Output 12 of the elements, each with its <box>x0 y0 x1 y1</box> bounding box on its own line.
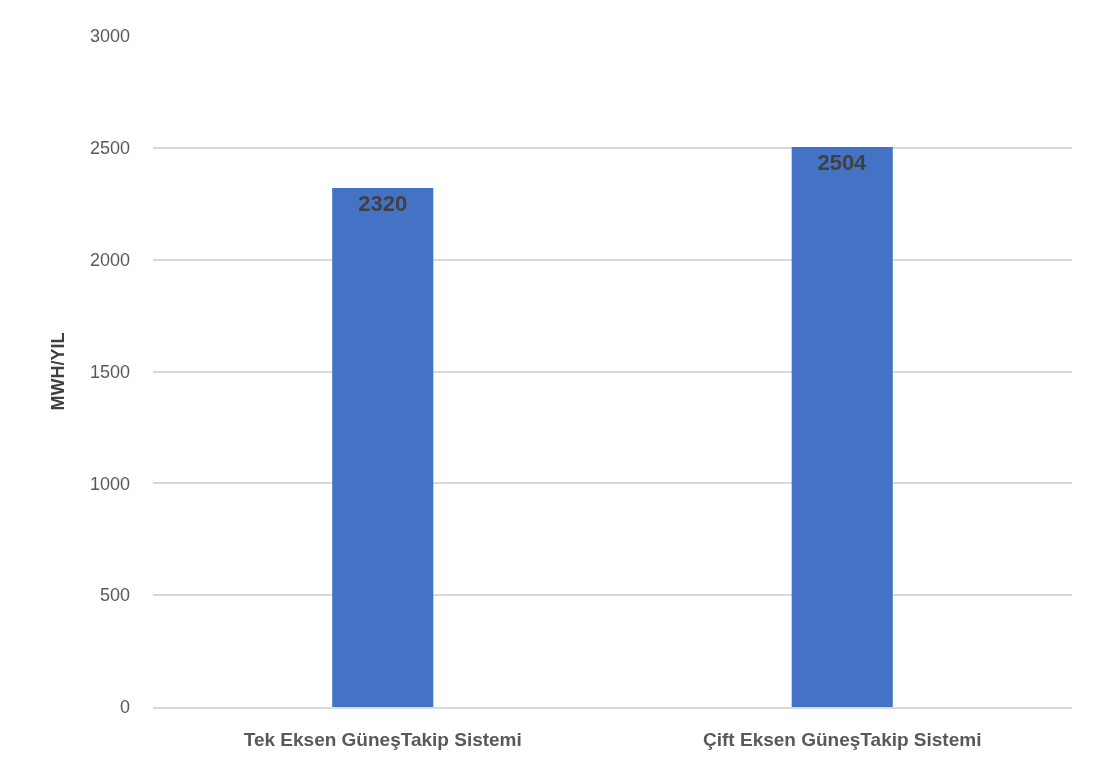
y-tick-label: 1500 <box>89 361 130 382</box>
data-label: 2320 <box>358 191 408 217</box>
data-label: 2504 <box>817 149 868 175</box>
x-tick-label: Tek Eksen GüneşTakip Sistemi <box>243 728 522 750</box>
y-tick-label: 1000 <box>89 473 130 494</box>
y-tick-label: 3000 <box>89 26 130 47</box>
x-tick-label: Çift Eksen GüneşTakip Sistemi <box>703 728 982 750</box>
y-tick-label: 2500 <box>89 138 130 159</box>
y-tick-label: 0 <box>119 697 130 718</box>
y-axis-title: MWH/YIL <box>48 332 69 411</box>
y-tick-label: 2000 <box>89 249 130 270</box>
y-tick-label: 500 <box>99 585 130 606</box>
